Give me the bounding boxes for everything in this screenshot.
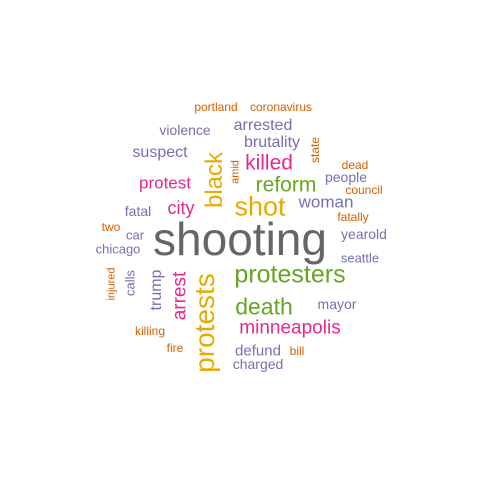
cloud-word-suspect: suspect <box>132 144 188 161</box>
cloud-word-brutality: brutality <box>243 134 301 151</box>
cloud-word-fire: fire <box>166 341 184 355</box>
cloud-word-protesters: protesters <box>234 260 346 289</box>
cloud-word-killing: killing <box>134 324 166 338</box>
cloud-word-injured: injured <box>105 267 118 301</box>
cloud-word-calls: calls <box>122 269 138 297</box>
cloud-word-city: city <box>167 198 195 218</box>
cloud-word-shot: shot <box>234 191 286 222</box>
cloud-word-protest: protest <box>139 173 191 193</box>
cloud-word-arrest: arrest <box>169 271 191 321</box>
cloud-word-black: black <box>201 151 228 209</box>
cloud-word-woman: woman <box>298 192 354 212</box>
cloud-word-car: car <box>125 227 145 243</box>
cloud-word-people: people <box>324 169 368 185</box>
cloud-word-protests: protests <box>189 273 220 373</box>
cloud-word-two: two <box>101 220 121 234</box>
cloud-word-yearold: yearold <box>341 226 387 242</box>
cloud-word-bill: bill <box>289 344 305 358</box>
cloud-word-dead: dead <box>341 158 369 172</box>
cloud-word-fatally: fatally <box>337 210 369 224</box>
cloud-word-trump: trump <box>148 269 165 311</box>
cloud-word-arrested: arrested <box>233 117 293 134</box>
cloud-word-reform: reform <box>255 173 317 197</box>
cloud-word-defund: defund <box>235 342 281 360</box>
cloud-word-council: council <box>345 183 383 197</box>
cloud-word-fatal: fatal <box>124 203 152 219</box>
cloud-word-minneapolis: minneapolis <box>239 317 341 339</box>
cloud-word-portland: portland <box>194 100 238 114</box>
cloud-word-violence: violence <box>159 122 211 138</box>
cloud-word-mayor: mayor <box>317 296 357 312</box>
cloud-word-seattle: seattle <box>340 250 380 266</box>
cloud-word-amid: amid <box>229 160 242 184</box>
cloud-word-coronavirus: coronavirus <box>249 100 313 114</box>
cloud-word-shooting: shooting <box>153 213 327 265</box>
cloud-word-charged: charged <box>232 356 284 372</box>
cloud-word-death: death <box>235 293 293 320</box>
cloud-word-chicago: chicago <box>95 241 141 257</box>
cloud-word-killed: killed <box>245 151 293 175</box>
cloud-word-state: state <box>308 136 322 164</box>
